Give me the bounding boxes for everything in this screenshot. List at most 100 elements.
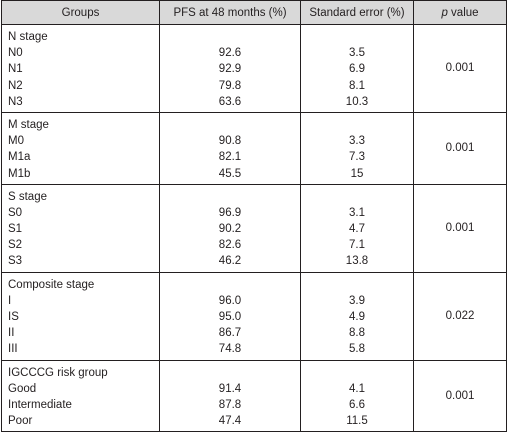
header-p-italic: p bbox=[441, 6, 448, 19]
pfs-value: 86.7 bbox=[218, 327, 242, 340]
row-label: I bbox=[8, 294, 12, 307]
se-value: 5.8 bbox=[349, 343, 365, 356]
p-value-cell: 0.001 bbox=[413, 183, 507, 273]
row-label: N2 bbox=[8, 79, 23, 92]
header-standard-error: Standard error (%) bbox=[300, 0, 414, 25]
p-value: 0.001 bbox=[445, 222, 475, 235]
se-value: 13.8 bbox=[345, 255, 369, 268]
row-label: Intermediate bbox=[8, 398, 72, 411]
spacer bbox=[160, 29, 300, 45]
row-label: S3 bbox=[8, 255, 23, 268]
spacer bbox=[301, 117, 413, 133]
pfs-value: 82.1 bbox=[218, 151, 242, 164]
section-igcccg-risk-group: IGCCCG risk group Good Intermediate Poor 91.… bbox=[1, 359, 507, 433]
pfs-value: 91.4 bbox=[218, 382, 242, 395]
spacer bbox=[160, 189, 300, 205]
p-value-cell: 0.001 bbox=[413, 24, 507, 113]
se-value: 3.3 bbox=[349, 135, 365, 148]
pfs-value: 79.8 bbox=[218, 79, 242, 92]
se-value: 8.1 bbox=[349, 79, 365, 92]
se-value: 3.9 bbox=[349, 294, 365, 307]
se-value: 7.1 bbox=[349, 239, 365, 252]
group-cell: N stage N0 N1 N2 N3 bbox=[1, 24, 160, 113]
p-value: 0.001 bbox=[445, 62, 475, 75]
header-row: Groups PFS at 48 months (%) Standard err… bbox=[1, 0, 507, 25]
row-label: III bbox=[8, 343, 18, 356]
pfs-value: 82.6 bbox=[218, 239, 242, 252]
se-cell: 4.1 6.6 11.5 bbox=[300, 359, 414, 433]
se-cell: 3.9 4.9 8.8 5.8 bbox=[300, 271, 414, 361]
section-title: M stage bbox=[8, 118, 49, 131]
section-composite-stage: Composite stage I IS II III 96.0 95.0 86.7 74.8 3… bbox=[1, 271, 507, 361]
se-value: 10.3 bbox=[345, 95, 369, 108]
p-value-cell: 0.022 bbox=[413, 271, 507, 361]
pfs-value: 96.0 bbox=[218, 294, 242, 307]
row-label: M1b bbox=[8, 167, 31, 180]
p-value: 0.001 bbox=[445, 142, 475, 155]
pfs-value: 92.6 bbox=[218, 47, 242, 60]
pfs-value: 47.4 bbox=[218, 415, 242, 428]
pfs-cell: 96.0 95.0 86.7 74.8 bbox=[159, 271, 301, 361]
spacer bbox=[160, 365, 300, 381]
pfs-cell: 91.4 87.8 47.4 bbox=[159, 359, 301, 433]
se-value: 15 bbox=[350, 167, 364, 180]
pfs-value: 45.5 bbox=[218, 167, 242, 180]
se-cell: 3.3 7.3 15 bbox=[300, 111, 414, 185]
section-m-stage: M stage M0 M1a M1b 90.8 82.1 45.5 3.3 7.3 15 0.001 bbox=[1, 111, 507, 185]
header-groups: Groups bbox=[1, 0, 160, 25]
row-label: II bbox=[8, 327, 15, 340]
pfs-value: 90.8 bbox=[218, 135, 242, 148]
se-cell: 3.1 4.7 7.1 13.8 bbox=[300, 183, 414, 273]
section-title: IGCCCG risk group bbox=[8, 366, 108, 379]
section-title: N stage bbox=[8, 31, 48, 43]
row-label: S0 bbox=[8, 206, 23, 219]
row-label: N3 bbox=[8, 95, 23, 108]
pfs-value: 63.6 bbox=[218, 95, 242, 108]
pfs-value: 74.8 bbox=[218, 343, 242, 356]
se-value: 8.8 bbox=[349, 327, 365, 340]
pfs-cell: 96.9 90.2 82.6 46.2 bbox=[159, 183, 301, 273]
p-value: 0.001 bbox=[445, 389, 475, 402]
pfs-value: 90.2 bbox=[218, 223, 242, 236]
p-value: 0.022 bbox=[445, 310, 475, 323]
spacer bbox=[301, 277, 413, 293]
se-cell: 3.5 6.9 8.1 10.3 bbox=[300, 24, 414, 113]
spacer bbox=[301, 29, 413, 45]
pfs-value: 46.2 bbox=[218, 255, 242, 268]
se-value: 7.3 bbox=[349, 151, 365, 164]
pfs-cell: 92.6 92.9 79.8 63.6 bbox=[159, 24, 301, 113]
section-title: S stage bbox=[8, 190, 47, 203]
p-value-cell: 0.001 bbox=[413, 111, 507, 185]
p-value-cell: 0.001 bbox=[413, 359, 507, 433]
pfs-value: 96.9 bbox=[218, 206, 242, 219]
section-n-stage: N stage N0 N1 N2 N3 92.6 92.9 79.8 63.6 3.5 6.9 8.1… bbox=[1, 24, 507, 113]
row-label: N1 bbox=[8, 63, 23, 76]
pfs-value: 87.8 bbox=[218, 398, 242, 411]
se-value: 6.9 bbox=[349, 63, 365, 76]
section-s-stage: S stage S0 S1 S2 S3 96.9 90.2 82.6 46.2 3.1 4.7 7.1… bbox=[1, 183, 507, 273]
group-cell: S stage S0 S1 S2 S3 bbox=[1, 183, 160, 273]
se-value: 3.5 bbox=[349, 47, 365, 60]
row-label: S1 bbox=[8, 223, 23, 236]
group-cell: IGCCCG risk group Good Intermediate Poor bbox=[1, 359, 160, 433]
header-p-suffix: value bbox=[447, 6, 479, 19]
se-value: 3.1 bbox=[349, 206, 365, 219]
header-pfs: PFS at 48 months (%) bbox=[159, 0, 301, 25]
group-cell: M stage M0 M1a M1b bbox=[1, 111, 160, 185]
row-label: N0 bbox=[8, 47, 23, 60]
se-value: 4.1 bbox=[349, 382, 365, 395]
header-p-value: p value bbox=[413, 0, 507, 25]
spacer bbox=[160, 117, 300, 133]
spacer bbox=[301, 189, 413, 205]
se-value: 4.7 bbox=[349, 223, 365, 236]
spacer bbox=[160, 277, 300, 293]
group-cell: Composite stage I IS II III bbox=[1, 271, 160, 361]
spacer bbox=[301, 365, 413, 381]
row-label: IS bbox=[8, 311, 19, 323]
row-label: M1a bbox=[8, 151, 31, 164]
se-value: 11.5 bbox=[346, 415, 368, 428]
row-label: Poor bbox=[8, 415, 33, 428]
row-label: S2 bbox=[8, 239, 23, 252]
pfs-cell: 90.8 82.1 45.5 bbox=[159, 111, 301, 185]
